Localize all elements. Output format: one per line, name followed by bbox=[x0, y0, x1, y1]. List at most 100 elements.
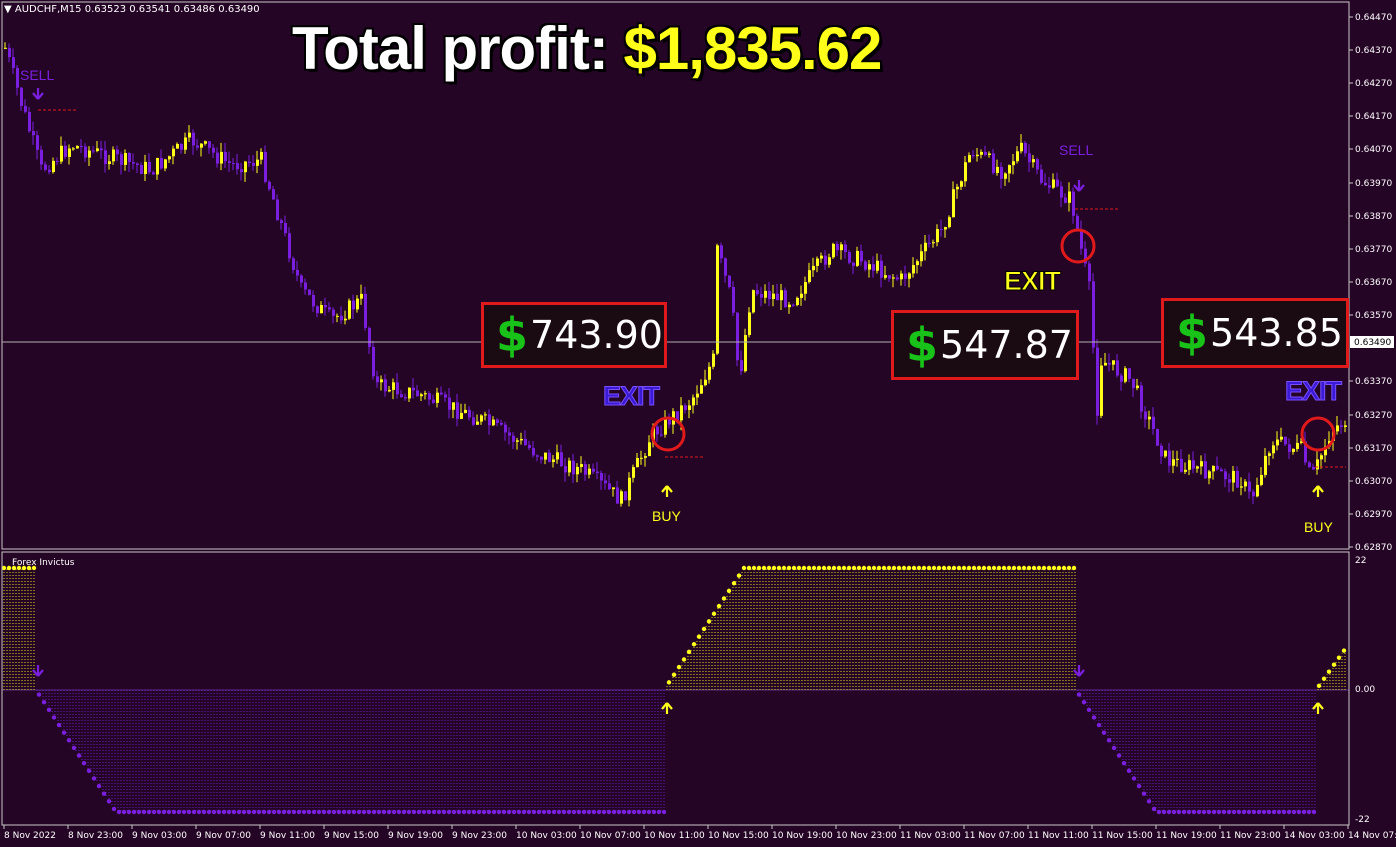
indicator-dot bbox=[1091, 715, 1097, 720]
candle-body bbox=[444, 394, 447, 398]
candle-body bbox=[472, 417, 475, 425]
indicator-dot bbox=[476, 809, 482, 815]
candle-body bbox=[1264, 455, 1267, 475]
indicator-dot bbox=[31, 565, 37, 571]
candle-body bbox=[908, 273, 911, 279]
candle-body bbox=[824, 255, 827, 265]
indicator-dot bbox=[581, 809, 587, 815]
indicator-dot bbox=[916, 565, 922, 571]
indicator-dot bbox=[711, 611, 717, 616]
indicator-dot bbox=[1006, 565, 1012, 571]
indicator-dot bbox=[921, 565, 927, 571]
indicator-dot bbox=[901, 565, 907, 571]
candle-body bbox=[624, 491, 627, 501]
arrow-down-icon bbox=[32, 88, 44, 100]
indicator-dot bbox=[1046, 565, 1052, 571]
candle-body bbox=[876, 260, 879, 271]
candle-body bbox=[792, 304, 795, 306]
candle-body bbox=[268, 181, 271, 190]
candle-body bbox=[404, 397, 407, 399]
indicator-dot bbox=[866, 565, 872, 571]
indicator-dot bbox=[951, 565, 957, 571]
indicator-dot bbox=[1186, 809, 1192, 815]
candle-body bbox=[36, 135, 39, 150]
candle-body bbox=[780, 290, 783, 301]
indicator-dot bbox=[211, 809, 217, 815]
candle-body bbox=[156, 157, 159, 175]
indicator-dot bbox=[596, 809, 602, 815]
price-tick-label: 0.63270 bbox=[1355, 411, 1392, 421]
candle-body bbox=[548, 452, 551, 463]
candle-body bbox=[296, 269, 299, 276]
candle-body bbox=[716, 245, 719, 354]
indicator-dot bbox=[36, 692, 42, 697]
indicator-dot bbox=[931, 565, 937, 571]
indicator-dot bbox=[521, 809, 527, 815]
indicator-tick-label: -22 bbox=[1355, 815, 1370, 825]
candle-body bbox=[468, 409, 471, 418]
candle-body bbox=[668, 416, 671, 425]
candle-body bbox=[20, 87, 23, 106]
candle-body bbox=[784, 290, 787, 308]
indicator-dot bbox=[361, 809, 367, 815]
candle-body bbox=[1108, 362, 1111, 365]
candle-body bbox=[804, 281, 807, 294]
candle-body bbox=[828, 257, 831, 265]
candle-body bbox=[312, 294, 315, 307]
arrow-down-icon bbox=[1073, 180, 1085, 192]
main-chart-frame bbox=[1, 1, 1350, 550]
candle-body bbox=[856, 250, 859, 266]
indicator-dot bbox=[961, 565, 967, 571]
indicator-dot bbox=[601, 809, 607, 815]
price-tick-label: 0.63670 bbox=[1355, 278, 1392, 288]
indicator-dot bbox=[1201, 809, 1207, 815]
time-tick-label: 11 Nov 23:00 bbox=[1220, 831, 1281, 841]
candle-body bbox=[732, 287, 735, 313]
indicator-dot bbox=[771, 565, 777, 571]
indicator-dot bbox=[781, 565, 787, 571]
candle-body bbox=[1072, 191, 1075, 216]
time-tick-label: 9 Nov 03:00 bbox=[132, 831, 187, 841]
candle-body bbox=[872, 264, 875, 271]
candle-body bbox=[348, 300, 351, 319]
price-tick-label: 0.64470 bbox=[1355, 13, 1392, 23]
indicator-dot bbox=[261, 809, 267, 815]
candle-body bbox=[968, 155, 971, 163]
candle-body bbox=[776, 293, 779, 301]
candle-body bbox=[1180, 458, 1183, 472]
time-tick-label: 11 Nov 03:00 bbox=[900, 831, 961, 841]
candle-body bbox=[424, 393, 427, 395]
indicator-dot bbox=[101, 791, 107, 796]
indicator-dot bbox=[896, 565, 902, 571]
indicator-dot bbox=[681, 657, 687, 662]
indicator-dot bbox=[171, 809, 177, 815]
candle-body bbox=[516, 440, 519, 442]
current-price-tag bbox=[1350, 336, 1394, 348]
candle-body bbox=[1340, 425, 1343, 427]
time-tick-label: 9 Nov 19:00 bbox=[388, 831, 443, 841]
indicator-dot bbox=[706, 619, 712, 624]
dropdown-triangle-icon[interactable]: ▼ bbox=[4, 4, 12, 15]
indicator-dot bbox=[891, 565, 897, 571]
indicator-dot bbox=[286, 809, 292, 815]
indicator-dot bbox=[1101, 730, 1107, 735]
candle-body bbox=[332, 309, 335, 316]
candle-body bbox=[280, 220, 283, 224]
candle-body bbox=[556, 452, 559, 460]
candle-body bbox=[1168, 450, 1171, 466]
candle-body bbox=[196, 145, 199, 148]
candle-body bbox=[188, 132, 191, 138]
candle-body bbox=[772, 293, 775, 300]
candle-body bbox=[416, 390, 419, 397]
indicator-dot bbox=[626, 809, 632, 815]
indicator-dot bbox=[556, 809, 562, 815]
indicator-dot bbox=[501, 809, 507, 815]
dollar-icon: $ bbox=[906, 318, 939, 372]
candle-body bbox=[1248, 481, 1251, 492]
indicator-dot bbox=[296, 809, 302, 815]
candle-body bbox=[300, 275, 303, 283]
candle-body bbox=[800, 293, 803, 298]
indicator-frame bbox=[1, 551, 1350, 826]
candle-body bbox=[740, 360, 743, 372]
